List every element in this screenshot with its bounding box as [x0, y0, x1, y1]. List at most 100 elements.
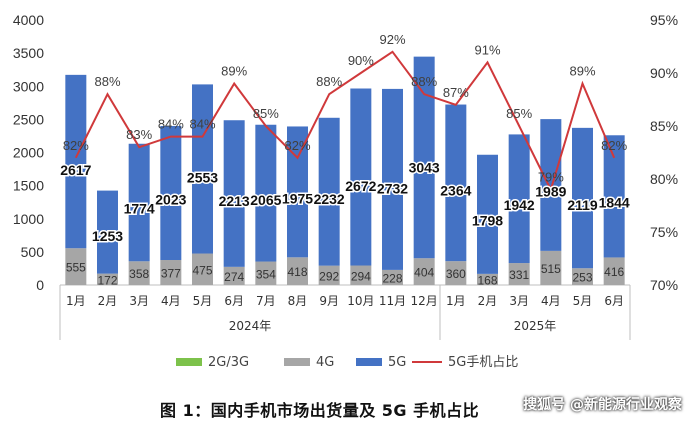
data-label-share: 88%: [94, 74, 120, 89]
data-label-share: 79%: [538, 170, 564, 185]
y-left-tick-label: 0: [36, 277, 44, 293]
data-label-4g: 292: [319, 269, 339, 283]
x-tick-label: 7月: [256, 294, 276, 308]
data-label-5g: 2553: [187, 169, 218, 185]
data-label-4g: 294: [351, 269, 371, 283]
data-label-share: 88%: [411, 74, 437, 89]
chart-svg: 0 500 1000 1500 2000 2500 3000 3500 4000 70% 75% 80…: [13, 12, 678, 370]
bar-5g: [160, 126, 182, 261]
bar-5g: [445, 104, 467, 262]
bar-5g: [413, 56, 435, 259]
data-label-4g: 475: [192, 263, 212, 277]
data-label-5g: 1942: [504, 197, 535, 213]
data-label-4g: 168: [477, 273, 497, 287]
data-label-4g: 515: [541, 262, 561, 276]
legend-label: 5G手机占比: [448, 355, 518, 370]
bar-5g: [223, 120, 245, 267]
bar-4g: [97, 273, 118, 285]
data-label-share: 85%: [253, 106, 279, 121]
bar-4g: [540, 250, 562, 285]
bar-4g: [160, 260, 182, 285]
bar-5g: [572, 127, 593, 269]
bar-4g: [287, 257, 308, 285]
data-label-4g: 331: [509, 268, 529, 282]
chart-frame: 0 500 1000 1500 2000 2500 3000 3500 4000 70% 75% 80…: [12, 12, 679, 370]
data-label-5g: 2732: [377, 180, 408, 196]
bar-5g: [382, 88, 403, 270]
data-label-5g: 1989: [535, 184, 566, 200]
x-tick-label: 4月: [161, 294, 181, 308]
bar-4g: [413, 258, 435, 285]
line-5g-share: [74, 50, 616, 193]
data-label-share: 89%: [569, 64, 595, 79]
data-label-4g: 360: [446, 267, 466, 281]
y-left-tick-label: 2000: [13, 145, 44, 161]
data-label-share: 84%: [158, 117, 184, 132]
data-label-share: 89%: [221, 64, 247, 79]
x-tick-label: 5月: [573, 294, 593, 308]
data-label-5g: 2065: [250, 192, 281, 208]
x-tick-label: 9月: [319, 294, 339, 308]
bar-5g: [540, 119, 562, 251]
x-tick-label: 4月: [541, 294, 561, 308]
watermark-text: 搜狐号 @新能源行业观察: [523, 397, 682, 413]
data-label-5g: 1774: [124, 200, 155, 216]
x-tick-label: 6月: [224, 294, 244, 308]
bar-4g: [192, 253, 213, 285]
data-label-5g: 1798: [472, 212, 503, 228]
bar-4g: [65, 248, 87, 285]
bar-4g: [128, 261, 150, 285]
data-label-4g: 354: [256, 267, 276, 281]
x-tick-label: 8月: [288, 294, 308, 308]
legend-label: 5G: [388, 355, 406, 370]
x-tick-label: 1月: [66, 294, 86, 308]
legend-swatch: [284, 358, 310, 366]
bar-5g: [477, 154, 498, 274]
data-label-5g: 2119: [567, 197, 598, 213]
data-label-4g: 358: [129, 267, 149, 281]
bar-5g: [97, 190, 118, 274]
data-label-5g: 2023: [155, 192, 186, 208]
data-label-share: 82%: [601, 138, 627, 153]
y-left-tick-label: 4000: [13, 12, 44, 28]
y-right-tick-label: 95%: [650, 12, 678, 28]
data-label-5g: 2213: [219, 193, 250, 209]
data-label-4g: 404: [414, 266, 434, 280]
data-label-4g: 228: [382, 271, 402, 285]
year-group-label: 2024年: [229, 319, 272, 333]
legend-label: 4G: [316, 355, 334, 370]
x-tick-label: 2月: [98, 294, 118, 308]
x-tick-label: 1月: [446, 294, 466, 308]
data-label-5g: 2232: [314, 191, 345, 207]
bar-5g: [318, 117, 340, 266]
data-label-share: 92%: [379, 32, 405, 47]
y-right-tick-label: 80%: [650, 171, 678, 187]
legend-label: 2G/3G: [208, 355, 249, 370]
bar-4g: [223, 266, 245, 285]
data-label-4g: 418: [287, 265, 307, 279]
bar-5g: [287, 126, 308, 258]
x-tick-label: 3月: [509, 294, 529, 308]
bar-4g: [350, 265, 372, 285]
y-right-tick-label: 70%: [650, 277, 678, 293]
bar-4g: [445, 261, 467, 285]
data-label-share: 84%: [189, 117, 215, 132]
data-label-share: 91%: [474, 42, 500, 57]
y-left-tick-label: 2500: [13, 111, 44, 127]
year-group-label: 2025年: [514, 319, 557, 333]
x-tick-label: 11月: [379, 294, 406, 308]
data-label-5g: 2364: [440, 183, 471, 199]
bar-5g: [603, 135, 625, 258]
caption-row: 图 1：国内手机市场出货量及 5G 手机占比 搜狐号 @新能源行业观察: [0, 394, 690, 422]
y-right-tick-label: 75%: [650, 224, 678, 240]
data-label-share: 87%: [443, 85, 469, 100]
data-label-5g: 1844: [599, 194, 630, 210]
x-tick-label: 12月: [411, 294, 438, 308]
x-tick-label: 3月: [129, 294, 149, 308]
data-label-share: 82%: [284, 138, 310, 153]
data-label-share: 88%: [316, 74, 342, 89]
data-label-share: 83%: [126, 127, 152, 142]
bar-5g: [65, 74, 87, 249]
x-tick-label: 10月: [347, 294, 374, 308]
x-tick-label: 2月: [478, 294, 498, 308]
